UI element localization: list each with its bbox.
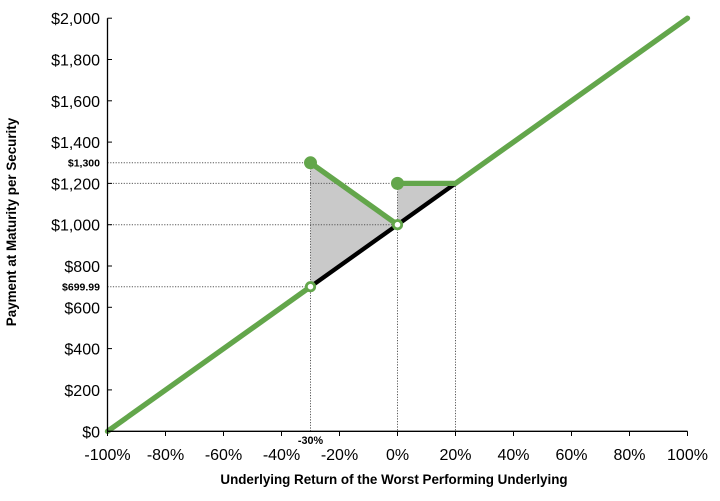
svg-text:60%: 60% [555, 447, 587, 464]
svg-text:-30%: -30% [298, 435, 324, 447]
svg-text:$1,400: $1,400 [51, 135, 100, 152]
svg-text:$1,600: $1,600 [51, 94, 100, 111]
svg-text:-80%: -80% [147, 447, 184, 464]
svg-text:-40%: -40% [263, 447, 300, 464]
svg-text:$1,800: $1,800 [51, 53, 100, 70]
svg-text:$600: $600 [64, 300, 100, 317]
svg-text:$2,000: $2,000 [51, 11, 100, 28]
svg-text:-60%: -60% [205, 447, 242, 464]
svg-text:Payment at Maturity per Securi: Payment at Maturity per Security [4, 117, 19, 326]
svg-text:$1,300: $1,300 [68, 158, 100, 170]
svg-text:$699.99: $699.99 [62, 282, 100, 294]
svg-text:-20%: -20% [321, 447, 358, 464]
svg-text:-100%: -100% [84, 447, 130, 464]
svg-text:$0: $0 [82, 424, 100, 441]
svg-text:$800: $800 [64, 259, 100, 276]
svg-text:$1,000: $1,000 [51, 218, 100, 235]
svg-text:$200: $200 [64, 383, 100, 400]
svg-text:Underlying Return of the Worst: Underlying Return of the Worst Performin… [220, 472, 567, 487]
svg-text:$400: $400 [64, 342, 100, 359]
svg-text:20%: 20% [439, 447, 471, 464]
svg-text:80%: 80% [613, 447, 645, 464]
svg-text:0%: 0% [386, 447, 409, 464]
svg-text:40%: 40% [497, 447, 529, 464]
svg-text:$1,200: $1,200 [51, 176, 100, 193]
svg-text:100%: 100% [667, 447, 708, 464]
